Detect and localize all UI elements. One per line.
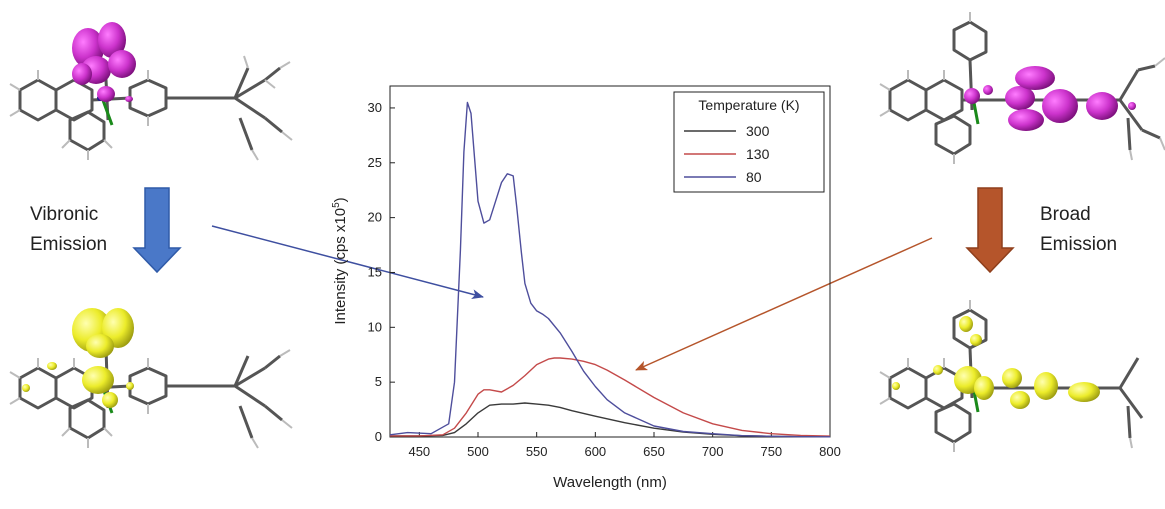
y-tick-label: 20 (368, 210, 382, 225)
x-tick-label: 600 (584, 444, 606, 459)
x-tick-label: 700 (702, 444, 724, 459)
broad-emission-label: Broad Emission (1040, 200, 1117, 260)
molecule-orbital-image (9, 308, 293, 449)
emission-spectrum-chart: 0 5 10 15 20 25 30 450 500 550 600 650 700 750 800 Wa… (331, 85, 841, 491)
label-line: Vibronic (30, 204, 99, 225)
callout-arrow (211, 225, 484, 300)
series-line-300 (390, 402, 831, 438)
y-axis-title: Intensity (cps x105) (331, 197, 349, 324)
y-tick-label: 25 (368, 155, 382, 170)
x-tick-label: 550 (526, 444, 548, 459)
x-tick-label: 750 (760, 444, 782, 459)
y-tick-label: 0 (375, 429, 382, 444)
y-tick-label: 30 (368, 100, 382, 115)
label-line: Emission (1040, 234, 1118, 255)
series-line-80 (389, 101, 831, 438)
legend-label: 300 (746, 123, 770, 139)
x-tick-label: 500 (467, 444, 489, 459)
x-tick-label: 800 (819, 444, 841, 459)
x-tick-label: 650 (643, 444, 665, 459)
legend: Temperature (K) 300 130 80 (673, 91, 825, 193)
down-arrow-icon (965, 187, 1015, 274)
legend-title: Temperature (K) (698, 97, 799, 113)
label-line: Emission (30, 234, 108, 255)
y-tick-label: 5 (375, 374, 382, 389)
x-axis-title: Wavelength (nm) (553, 474, 667, 491)
down-arrow-icon (132, 187, 182, 274)
molecule-orbital-image (879, 300, 1144, 452)
series-line-130 (390, 357, 831, 437)
legend-label: 80 (746, 169, 762, 185)
label-line: Broad (1040, 204, 1091, 225)
y-tick-label: 10 (368, 319, 382, 334)
x-tick-label: 450 (408, 444, 430, 459)
y-tick-label: 15 (368, 264, 382, 279)
series-lines (389, 101, 831, 438)
molecule-orbital-image (9, 22, 293, 161)
y-axis: 0 5 10 15 20 25 30 (368, 100, 395, 444)
legend-label: 130 (746, 146, 770, 162)
molecule-orbital-image (879, 12, 1165, 164)
vibronic-emission-label: Vibronic Emission (30, 200, 107, 260)
plot-frame (389, 85, 831, 438)
callout-arrow (635, 237, 933, 371)
x-axis: 450 500 550 600 650 700 750 800 (408, 432, 841, 459)
